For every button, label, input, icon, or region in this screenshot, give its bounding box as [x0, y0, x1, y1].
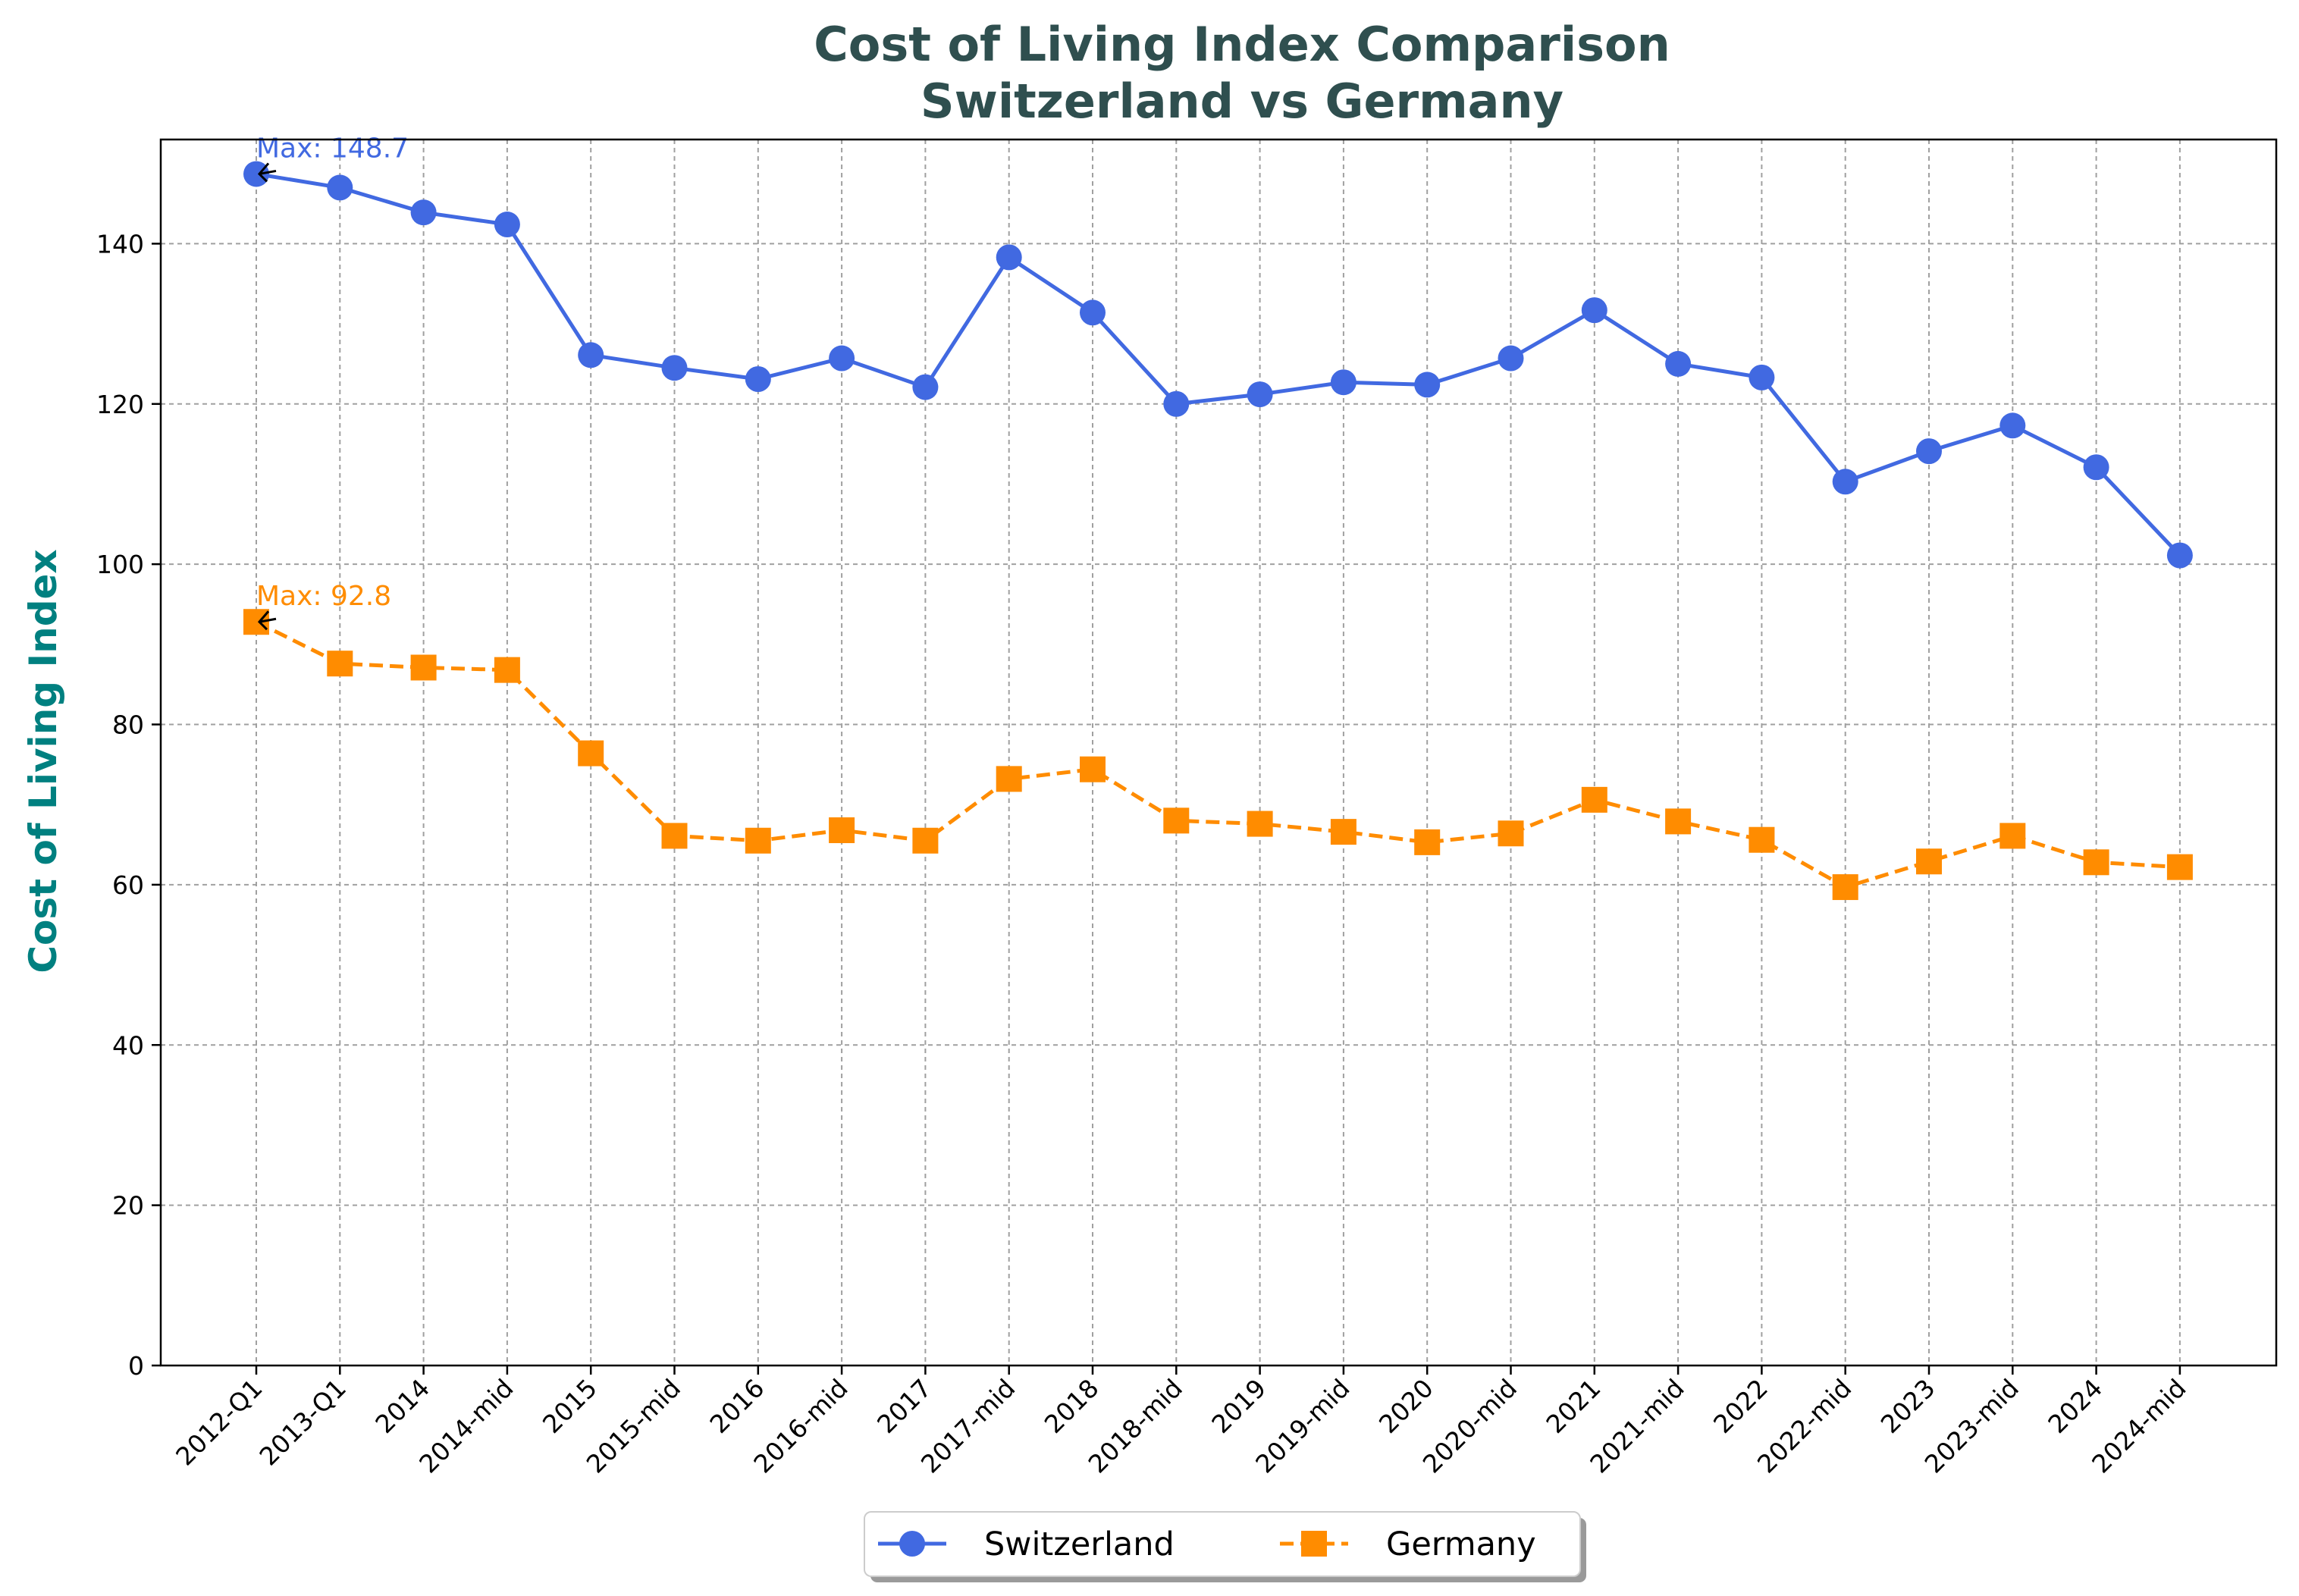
- x-tick-label: 2018: [1039, 1373, 1105, 1439]
- data-point-switzerland: [1080, 299, 1106, 326]
- plot-frame: [159, 138, 2278, 1367]
- data-point-switzerland: [1330, 369, 1357, 396]
- data-point-switzerland: [494, 212, 520, 238]
- x-tick-label: 2022: [1708, 1373, 1774, 1439]
- data-point-germany: [745, 827, 771, 854]
- data-point-germany: [1581, 786, 1607, 813]
- data-point-switzerland: [1665, 350, 1692, 377]
- chart-title-line1: Cost of Living Index Comparison: [814, 17, 1670, 72]
- series-line-germany: [255, 619, 2181, 889]
- data-point-switzerland: [745, 366, 771, 393]
- data-point-germany: [1330, 819, 1357, 845]
- data-point-switzerland: [1581, 297, 1607, 324]
- legend-label-germany: Germany: [1386, 1525, 1536, 1563]
- data-point-germany: [494, 657, 520, 683]
- data-point-switzerland: [410, 199, 437, 226]
- x-tick-label: 2020: [1373, 1373, 1439, 1439]
- x-tick-label: 2024: [2042, 1373, 2108, 1439]
- legend-marker-switzerland: [899, 1531, 925, 1557]
- x-tick-label: 2015: [537, 1373, 603, 1439]
- data-point-germany: [1832, 874, 1858, 901]
- data-point-germany: [2166, 854, 2193, 880]
- y-tick-label: 120: [96, 390, 144, 419]
- data-point-switzerland: [1999, 412, 2026, 439]
- annotation-arrow: [257, 162, 277, 183]
- data-point-switzerland: [2083, 454, 2109, 481]
- y-tick-label: 20: [112, 1191, 144, 1221]
- x-tick-label: 2019: [1206, 1373, 1272, 1439]
- y-tick-label: 60: [112, 870, 144, 900]
- data-point-germany: [912, 827, 939, 854]
- x-tick-label: 2013-Q1: [254, 1373, 352, 1471]
- max-annotation-switzerland: Max: 148.7: [256, 133, 409, 164]
- y-tick-label: 80: [112, 710, 144, 740]
- annotations: Max: 148.7 Max: 92.8: [256, 133, 409, 631]
- data-point-switzerland: [1749, 364, 1775, 390]
- x-tick-label: 2017: [871, 1373, 937, 1439]
- data-point-germany: [1247, 811, 1273, 837]
- legend-marker-germany: [1301, 1531, 1327, 1557]
- y-tick-label: 140: [96, 229, 144, 259]
- x-tick-label: 2023: [1875, 1373, 1941, 1439]
- data-point-germany: [1163, 807, 1190, 834]
- data-point-germany: [661, 823, 688, 849]
- x-tick-label: 2012-Q1: [170, 1373, 268, 1471]
- data-point-germany: [1749, 826, 1775, 853]
- data-point-switzerland: [578, 342, 604, 368]
- y-axis-label: Cost of Living Index: [21, 549, 65, 973]
- x-tick-label: 2014: [369, 1373, 435, 1439]
- data-point-switzerland: [243, 161, 269, 187]
- data-point-switzerland: [1916, 438, 1942, 465]
- chart-title-line2: Switzerland vs Germany: [921, 74, 1564, 129]
- data-point-germany: [327, 651, 353, 677]
- x-tick-label: 2021: [1540, 1373, 1606, 1439]
- data-point-switzerland: [829, 345, 855, 372]
- series: [243, 161, 2193, 901]
- data-point-switzerland: [996, 244, 1022, 271]
- data-point-switzerland: [327, 174, 353, 201]
- data-point-switzerland: [1163, 390, 1190, 417]
- data-point-germany: [2083, 849, 2109, 876]
- data-point-germany: [996, 766, 1022, 792]
- data-point-germany: [1498, 820, 1524, 847]
- annotation-arrow: [257, 610, 277, 631]
- data-point-switzerland: [1414, 372, 1441, 398]
- data-point-germany: [1999, 823, 2026, 849]
- data-point-switzerland: [1498, 345, 1524, 372]
- data-point-germany: [578, 740, 604, 767]
- legend: Switzerland Germany: [864, 1511, 1586, 1582]
- data-point-switzerland: [1832, 469, 1858, 495]
- data-point-switzerland: [661, 355, 688, 381]
- data-point-germany: [1916, 848, 1942, 875]
- data-point-germany: [1414, 829, 1441, 855]
- data-point-germany: [410, 654, 437, 681]
- max-annotation-germany: Max: 92.8: [256, 581, 391, 612]
- data-point-germany: [1080, 756, 1106, 782]
- legend-label-switzerland: Switzerland: [984, 1525, 1175, 1563]
- data-point-germany: [1665, 808, 1692, 835]
- data-point-germany: [829, 817, 855, 844]
- data-point-switzerland: [1247, 381, 1273, 408]
- y-tick-label: 100: [96, 550, 144, 579]
- series-line-switzerland: [256, 171, 2181, 557]
- y-tick-label: 0: [128, 1351, 144, 1381]
- grid: [161, 140, 2276, 1366]
- x-tick-label: 2016: [704, 1373, 770, 1439]
- y-tick-label: 40: [112, 1030, 144, 1060]
- data-point-switzerland: [2166, 542, 2193, 569]
- legend-box: [864, 1511, 1581, 1577]
- data-point-switzerland: [912, 374, 939, 400]
